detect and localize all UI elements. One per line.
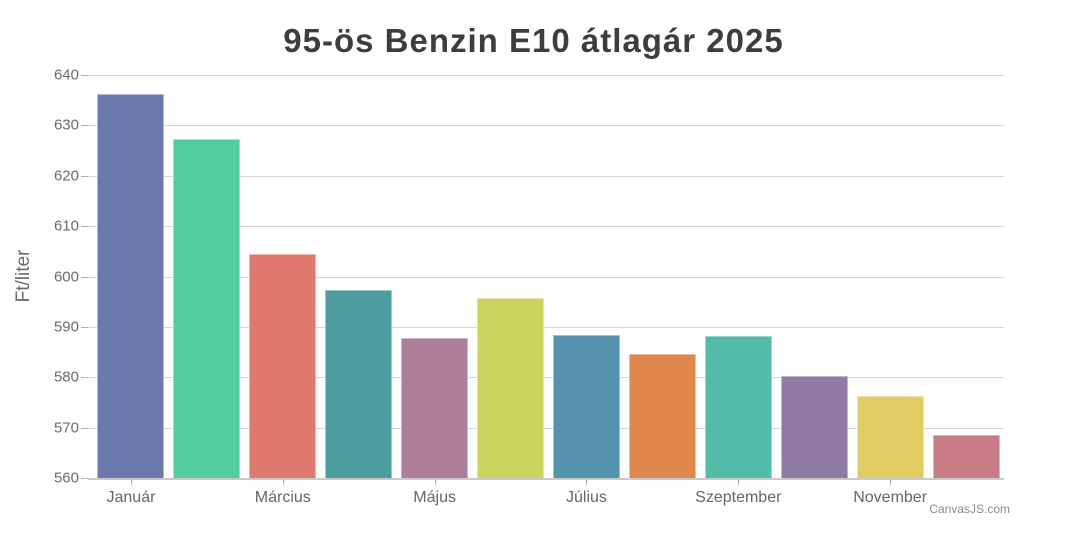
x-tick-mark xyxy=(434,480,436,485)
gridline xyxy=(88,427,1004,429)
y-tick-label: 620 xyxy=(53,167,79,185)
bar-slot xyxy=(321,75,397,478)
bar-slot xyxy=(245,75,321,478)
bar-slot xyxy=(928,75,1004,478)
gridline xyxy=(88,326,1004,328)
bar-oktober[interactable] xyxy=(780,376,848,478)
bar-augusztus[interactable] xyxy=(628,353,696,478)
bar-slot xyxy=(169,75,245,478)
x-axis: Január Március Május Július Szeptember Novemb… xyxy=(88,480,1004,520)
bar-szeptember[interactable] xyxy=(704,336,772,478)
y-tick-label: 590 xyxy=(53,318,79,336)
watermark-link[interactable]: CanvasJS.com xyxy=(929,502,1010,516)
y-tick-mark xyxy=(81,175,88,177)
bar-januar[interactable] xyxy=(97,93,165,478)
x-tick-label: Január xyxy=(106,489,156,506)
bar-slot xyxy=(549,75,625,478)
bar-julius[interactable] xyxy=(552,334,620,478)
y-tick-label: 630 xyxy=(53,116,79,134)
bar-marcius[interactable] xyxy=(249,253,317,478)
y-axis-ticks xyxy=(81,75,88,479)
gridline xyxy=(88,226,1004,228)
gridline xyxy=(88,175,1004,177)
gridlines xyxy=(88,75,1004,478)
x-tick-mark xyxy=(890,480,892,485)
x-tick-label: Szeptember xyxy=(695,489,782,506)
bar-aprilis[interactable] xyxy=(325,289,393,478)
y-axis-labels: 640 630 620 610 600 590 580 570 560 xyxy=(0,67,79,487)
x-tick-mark xyxy=(586,480,588,485)
bar-november[interactable] xyxy=(856,395,924,478)
y-tick-mark xyxy=(81,276,88,278)
y-tick-mark xyxy=(81,377,88,379)
x-axis-line xyxy=(88,478,1004,480)
x-tick-mark xyxy=(738,480,740,485)
y-tick-mark xyxy=(81,427,88,429)
bar-december[interactable] xyxy=(932,434,1000,478)
x-tick-label: Május xyxy=(413,489,456,506)
gridline xyxy=(88,276,1004,278)
y-tick-label: 580 xyxy=(53,368,79,386)
x-tick-mark xyxy=(282,480,284,485)
bar-slot xyxy=(776,75,852,478)
y-tick-mark xyxy=(81,478,88,479)
y-tick-label: 560 xyxy=(53,469,79,487)
bar-junius[interactable] xyxy=(477,298,545,478)
bar-slot xyxy=(852,75,928,478)
y-tick-label: 640 xyxy=(53,66,79,84)
x-tick-label: Július xyxy=(566,489,607,506)
bar-slot xyxy=(473,75,549,478)
bar-slot xyxy=(700,75,776,478)
x-tick-mark xyxy=(130,480,132,485)
bar-februar[interactable] xyxy=(173,138,241,478)
bar-slot xyxy=(624,75,700,478)
y-tick-label: 600 xyxy=(53,268,79,285)
gridline xyxy=(88,75,1004,76)
y-tick-mark xyxy=(81,125,88,127)
y-tick-mark xyxy=(81,75,88,76)
x-tick-label: November xyxy=(853,489,928,506)
y-tick-mark xyxy=(81,326,88,328)
gridline xyxy=(88,125,1004,127)
bar-majus[interactable] xyxy=(401,337,469,478)
chart-title: 95-ös Benzin E10 átlagár 2025 xyxy=(283,22,784,59)
bar-slot xyxy=(397,75,473,478)
x-tick-label: Március xyxy=(254,489,311,506)
y-tick-label: 570 xyxy=(53,419,79,437)
bar-slot xyxy=(93,75,169,478)
gridline xyxy=(88,377,1004,379)
plot-area xyxy=(88,75,1004,480)
y-tick-mark xyxy=(81,226,88,228)
bars xyxy=(93,75,1004,478)
y-tick-label: 610 xyxy=(53,217,79,235)
